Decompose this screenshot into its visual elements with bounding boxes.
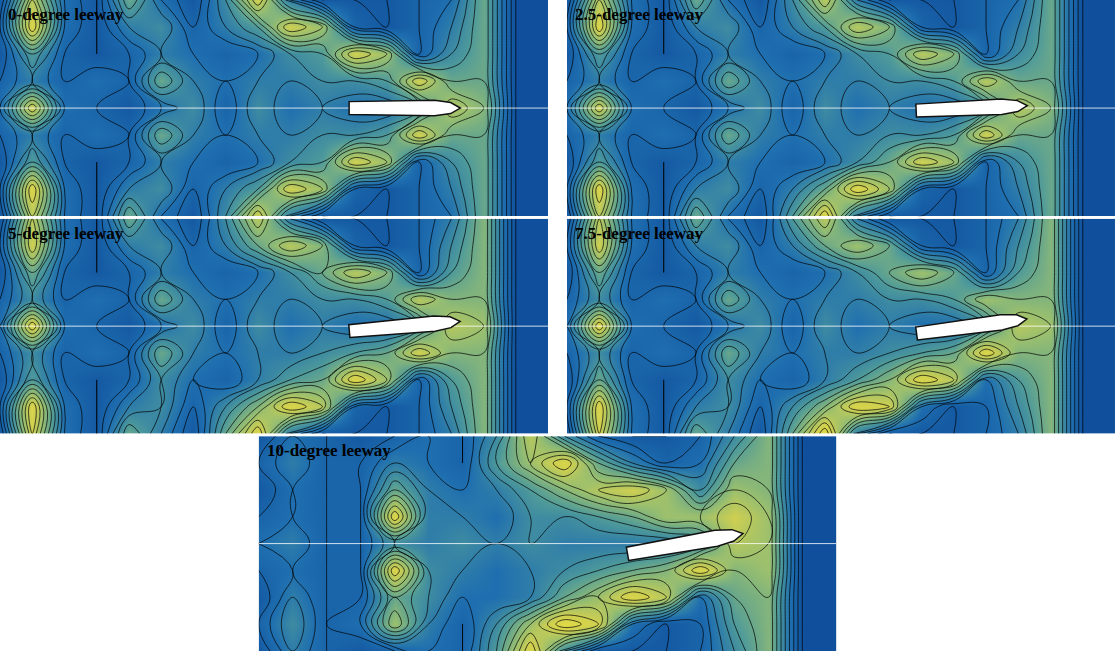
svg-text:5-degree leeway: 5-degree leeway bbox=[8, 224, 124, 243]
svg-text:0-degree leeway: 0-degree leeway bbox=[8, 5, 124, 24]
svg-text:2.5-degree leeway: 2.5-degree leeway bbox=[575, 5, 704, 24]
svg-text:10-degree leeway: 10-degree leeway bbox=[267, 441, 391, 460]
svg-text:7.5-degree leeway: 7.5-degree leeway bbox=[575, 224, 704, 243]
